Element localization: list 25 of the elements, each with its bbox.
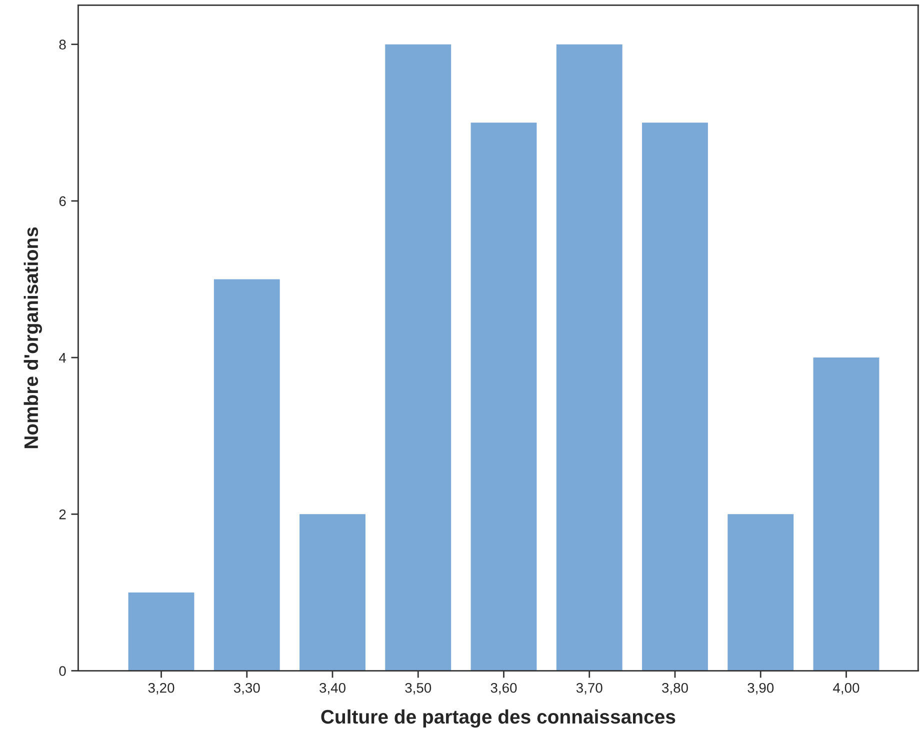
x-tick-label: 3,20 [148, 682, 174, 694]
y-axis-title: Nombre d'organisations [24, 227, 42, 448]
y-tick-label: 8 [59, 40, 66, 50]
bar [385, 44, 452, 671]
bar [128, 592, 194, 671]
x-axis-title: Culture de partage des connaissances [321, 709, 676, 728]
bar [813, 358, 880, 671]
bar [214, 279, 280, 671]
bar [642, 122, 708, 671]
x-tick-label: 3,40 [320, 682, 346, 694]
bar [300, 514, 366, 671]
bar [728, 514, 794, 671]
y-tick-label: 4 [58, 353, 66, 363]
bar [470, 122, 537, 671]
bar [556, 44, 622, 671]
x-tick-label: 3,70 [576, 682, 602, 694]
x-tick-label: 3,90 [748, 682, 774, 694]
y-tick-label: 6 [59, 196, 66, 206]
x-tick-label: 3,50 [405, 682, 432, 694]
x-tick-label: 3,30 [234, 682, 260, 694]
x-tick-label: 3,80 [662, 682, 688, 694]
x-tick-label: 4,00 [833, 682, 860, 694]
x-tick-label: 3,60 [490, 682, 517, 694]
y-tick-label: 0 [59, 666, 66, 676]
y-tick-label: 2 [59, 509, 66, 520]
